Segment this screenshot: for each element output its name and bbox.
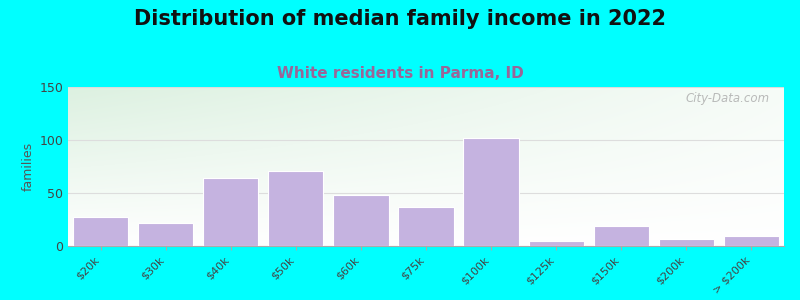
Bar — [73, 218, 128, 246]
Bar — [268, 171, 323, 246]
Bar — [463, 138, 518, 246]
Bar — [724, 236, 779, 246]
Bar — [138, 223, 194, 246]
Text: City-Data.com: City-Data.com — [686, 92, 770, 105]
Bar — [334, 195, 389, 246]
Bar — [203, 178, 258, 246]
Bar — [658, 238, 714, 246]
Text: Distribution of median family income in 2022: Distribution of median family income in … — [134, 9, 666, 29]
Bar — [594, 226, 649, 246]
Text: White residents in Parma, ID: White residents in Parma, ID — [277, 66, 523, 81]
Bar — [529, 241, 584, 246]
Y-axis label: families: families — [22, 142, 35, 191]
Bar — [398, 207, 454, 246]
